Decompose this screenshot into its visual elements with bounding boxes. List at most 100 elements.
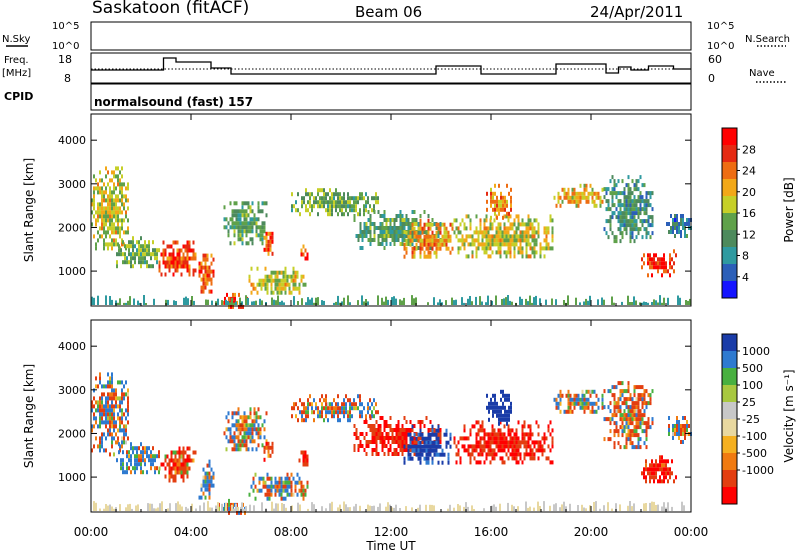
heatmap-cell [583, 405, 586, 410]
colorbar-tick-label: -500 [742, 447, 767, 460]
freq-label-line1: Freq. [4, 55, 29, 66]
heatmap-cell [643, 393, 646, 398]
heatmap-cell [643, 207, 646, 212]
heatmap-cell [523, 440, 526, 445]
heatmap-cell [302, 462, 305, 467]
heatmap-cell [511, 226, 514, 231]
heatmap-cell [483, 440, 486, 445]
heatmap-cell [249, 431, 252, 436]
heatmap-cell [639, 445, 642, 450]
heatmap-cell [132, 248, 134, 253]
heatmap-cell [204, 495, 207, 500]
heatmap-cell [182, 256, 185, 261]
heatmap-cell [433, 428, 436, 432]
heatmap-cell [437, 424, 440, 429]
heatmap-cell [315, 200, 317, 205]
heatmap-cell [188, 244, 191, 249]
heatmap-cell [637, 409, 640, 414]
heatmap-cell [481, 452, 484, 457]
heatmap-cell [547, 456, 550, 461]
heatmap-cell [192, 256, 195, 261]
heatmap-cell [267, 445, 270, 450]
heatmap-blob [403, 218, 454, 259]
heatmap-cell [146, 264, 148, 269]
heatmap-cell [397, 214, 400, 218]
heatmap-cell [128, 458, 130, 463]
heatmap-cell [555, 203, 558, 208]
heatmap-cell [101, 408, 103, 413]
heatmap-cell [623, 211, 626, 216]
heatmap-cell [123, 412, 125, 417]
heatmap-cell [267, 247, 270, 252]
heatmap-cell [261, 423, 264, 428]
heatmap-cell [233, 241, 236, 246]
heatmap-cell [439, 242, 442, 247]
heatmap-cell [529, 222, 532, 227]
heatmap-cell [567, 187, 570, 192]
heatmap-cell [609, 401, 612, 406]
heatmap-cell [513, 444, 516, 449]
heatmap-cell [321, 414, 323, 419]
heatmap-cell [425, 416, 428, 420]
heatmap-cell [204, 261, 207, 266]
heatmap-cell [93, 174, 95, 179]
heatmap-cell [150, 466, 152, 471]
heatmap-cell [105, 198, 107, 203]
heatmap-cell [649, 479, 651, 484]
heatmap-cell [465, 448, 468, 453]
heatmap-cell [481, 301, 483, 305]
heatmap-cell [459, 505, 461, 511]
heatmap-cell [237, 507, 239, 511]
heatmap-cell [623, 389, 626, 394]
heatmap-cell [647, 231, 650, 236]
heatmap-cell [101, 218, 103, 223]
heatmap-cell [343, 406, 345, 411]
heatmap-cell [198, 265, 201, 270]
heatmap-cell [255, 411, 258, 416]
heatmap-cell [651, 219, 654, 224]
heatmap-cell [251, 241, 254, 246]
heatmap-cell [475, 460, 478, 465]
heatmap-cell [241, 229, 244, 234]
heatmap-cell [427, 226, 430, 231]
heatmap-cell [643, 413, 646, 418]
heatmap-cell [210, 277, 213, 282]
heatmap-cell [383, 452, 386, 456]
heatmap-cell [431, 444, 434, 449]
heatmap-cell [317, 200, 319, 205]
heatmap-cell [111, 424, 113, 429]
heatmap-cell [127, 198, 129, 203]
heatmap-cell [117, 178, 119, 183]
heatmap-cell [407, 226, 410, 230]
heatmap-cell [304, 458, 307, 463]
heatmap-cell [453, 436, 456, 441]
heatmap-cell [677, 295, 679, 305]
heatmap-cell [637, 227, 640, 232]
heatmap-cell [194, 450, 197, 455]
heatmap-cell [298, 480, 301, 485]
heatmap-cell [559, 397, 562, 402]
heatmap-cell [251, 209, 254, 214]
heatmap-cell [231, 447, 234, 452]
heatmap-cell [365, 420, 368, 424]
heatmap-cell [505, 254, 508, 259]
heatmap-cell [531, 448, 534, 453]
heatmap-cell [425, 452, 428, 457]
heatmap-cell [633, 296, 635, 305]
heatmap-cell [268, 278, 271, 283]
heatmap-cell [621, 223, 624, 228]
heatmap-cell [294, 282, 297, 287]
heatmap-cell [621, 301, 623, 305]
heatmap-cell [107, 412, 109, 417]
heatmap-cell [208, 487, 211, 492]
heatmap-cell [523, 444, 526, 449]
heatmap-cell [487, 436, 490, 441]
heatmap-cell [498, 409, 500, 414]
heatmap-cell [170, 470, 173, 475]
heatmap-cell [337, 418, 339, 423]
heatmap-cell [413, 448, 416, 453]
heatmap-cell [121, 174, 123, 179]
heatmap-cell [121, 194, 123, 199]
heatmap-cell [451, 246, 454, 251]
heatmap-cell [325, 402, 327, 407]
